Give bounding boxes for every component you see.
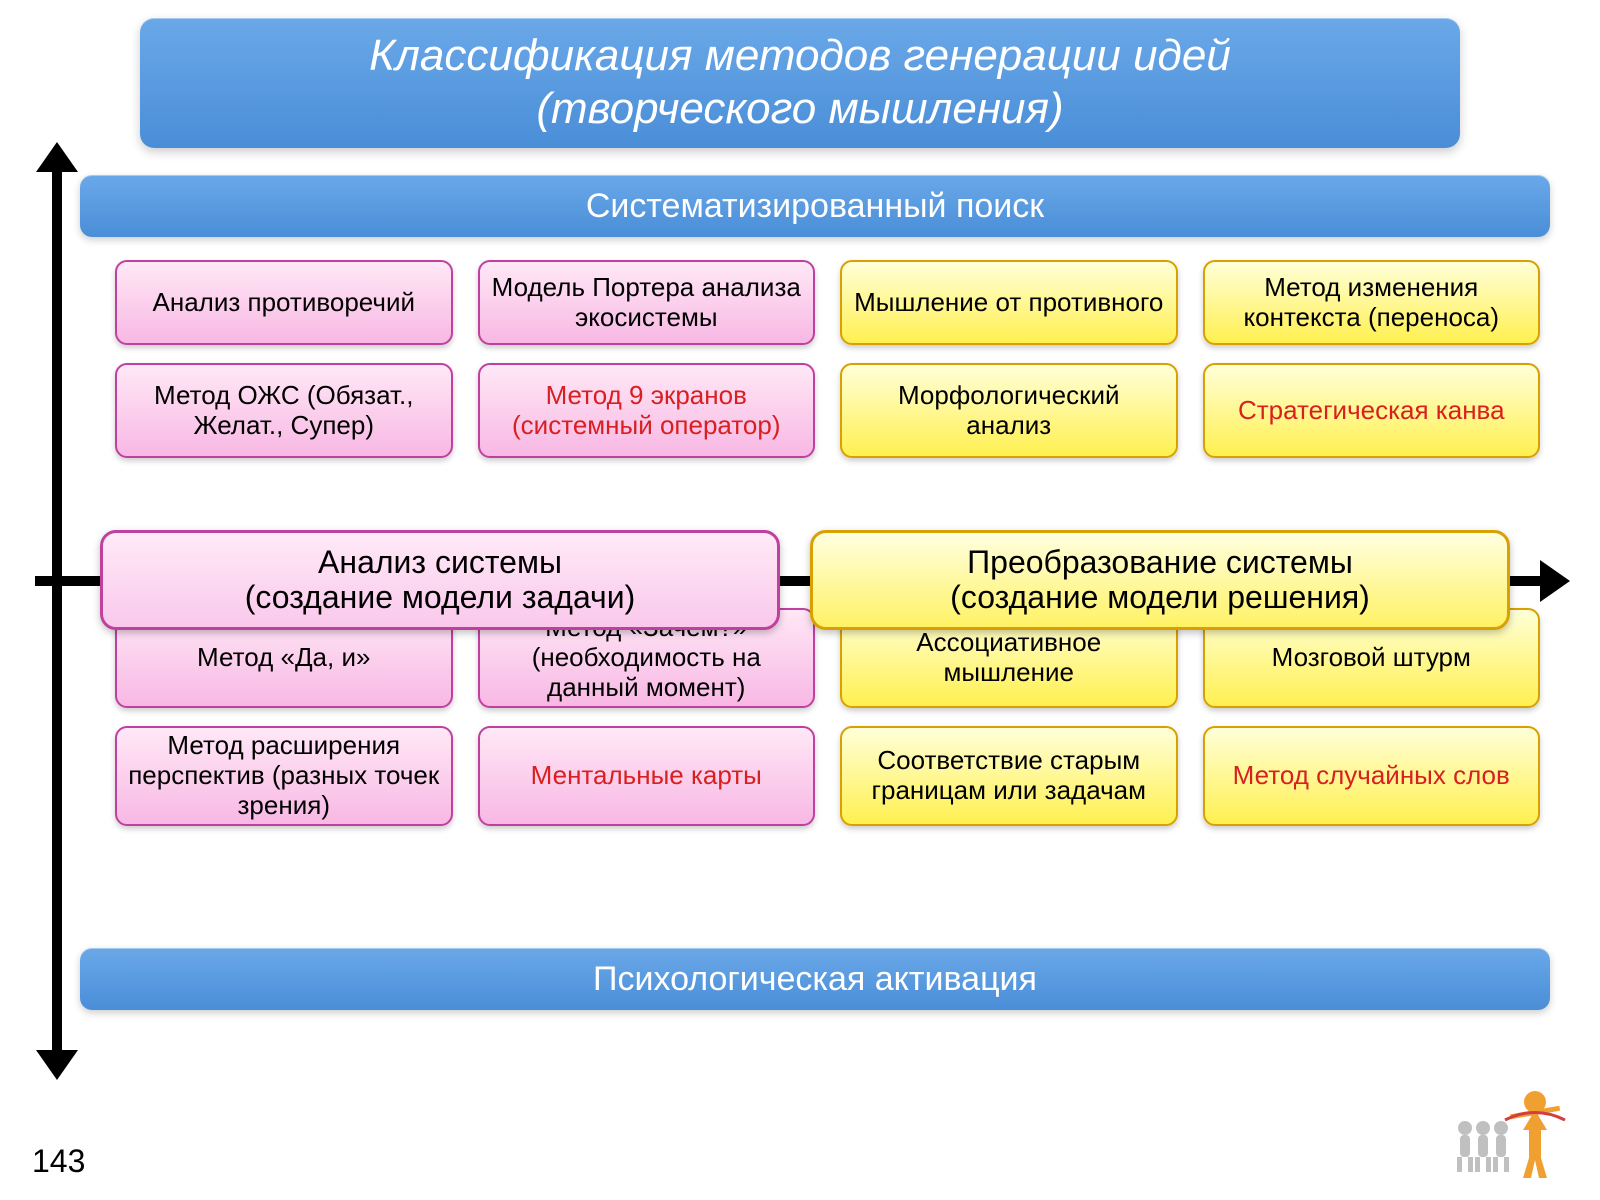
method-card-text: Метод 9 экранов (системный оператор) — [490, 381, 804, 441]
method-card-text: Метод изменения контекста (переноса) — [1215, 273, 1529, 333]
grid-row: Метод ОЖС (Обязат., Желат., Супер) Метод … — [115, 363, 1540, 458]
method-card: Метод ОЖС (Обязат., Желат., Супер) — [115, 363, 453, 458]
method-card-text: Анализ противоречий — [153, 288, 416, 318]
method-card-text: Морфологический анализ — [852, 381, 1166, 441]
method-card-text: Ментальные карты — [531, 761, 762, 791]
method-card: Метод случайных слов — [1203, 726, 1541, 826]
grid-row: Анализ противоречий Модель Портера анализ… — [115, 260, 1540, 345]
method-card: Метод расширения перспектив (разных точе… — [115, 726, 453, 826]
axis-right-text: Преобразование системы(создание модели р… — [950, 545, 1370, 615]
header-text: Систематизированный поиск — [586, 187, 1044, 226]
method-card-text: Модель Портера анализа экосистемы — [490, 273, 804, 333]
axis-label-right: Преобразование системы(создание модели р… — [810, 530, 1510, 630]
footer-bar: Психологическая активация — [80, 948, 1550, 1010]
method-card: Метод 9 экранов (системный оператор) — [478, 363, 816, 458]
method-card-text: Стратегическая канва — [1238, 396, 1505, 426]
method-card-text: Метод ОЖС (Обязат., Желат., Супер) — [127, 381, 441, 441]
method-card-text: Метод случайных слов — [1233, 761, 1510, 791]
method-card: Модель Портера анализа экосистемы — [478, 260, 816, 345]
method-card-text: Метод «Да, и» — [197, 643, 370, 673]
method-card: Мышление от противного — [840, 260, 1178, 345]
method-card: Анализ противоречий — [115, 260, 453, 345]
footer-text: Психологическая активация — [593, 960, 1037, 999]
vertical-axis — [52, 165, 62, 1055]
arrow-right-icon — [1540, 560, 1570, 602]
axis-left-text: Анализ системы(создание модели задачи) — [245, 545, 636, 615]
method-card-text: Мозговой штурм — [1272, 643, 1471, 673]
method-card: Соответствие старым границам или задачам — [840, 726, 1178, 826]
method-card-text: Метод расширения перспектив (разных точе… — [127, 731, 441, 821]
people-icon — [1435, 1080, 1575, 1180]
method-card-text: Ассоциативное мышление — [852, 628, 1166, 688]
method-card: Ментальные карты — [478, 726, 816, 826]
arrow-up-icon — [36, 142, 78, 172]
method-card: Морфологический анализ — [840, 363, 1178, 458]
title-bar: Классификация методов генерации идей(тво… — [140, 18, 1460, 148]
axis-label-left: Анализ системы(создание модели задачи) — [100, 530, 780, 630]
method-card-text: Мышление от противного — [854, 288, 1163, 318]
arrow-down-icon — [36, 1050, 78, 1080]
title-text: Классификация методов генерации идей(тво… — [369, 30, 1231, 136]
method-card: Метод изменения контекста (переноса) — [1203, 260, 1541, 345]
grid-row: Метод расширения перспектив (разных точе… — [115, 726, 1540, 826]
slide: Классификация методов генерации идей(тво… — [0, 0, 1600, 1200]
page-number: 143 — [32, 1143, 85, 1180]
header-bar: Систематизированный поиск — [80, 175, 1550, 237]
method-card: Стратегическая канва — [1203, 363, 1541, 458]
method-card-text: Соответствие старым границам или задачам — [852, 746, 1166, 806]
